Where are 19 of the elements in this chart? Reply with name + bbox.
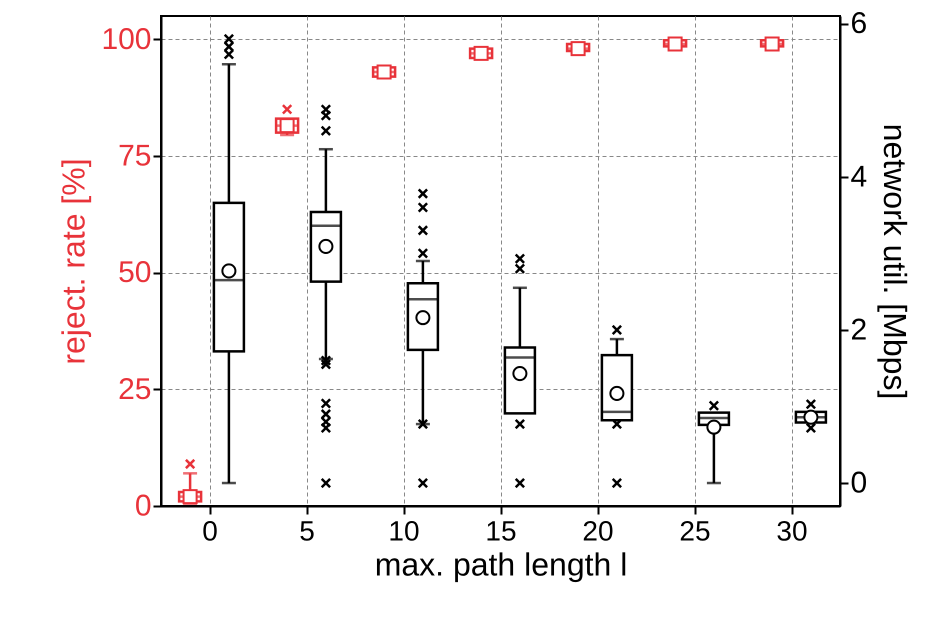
y-tick-label: 0 — [134, 490, 152, 522]
y2-tick-label: 0 — [850, 466, 868, 500]
y-tick-label: 75 — [118, 140, 152, 172]
x-tick-label: 15 — [485, 516, 517, 546]
x-tick-label: 5 — [299, 516, 315, 546]
y-tick-label: 100 — [101, 22, 152, 56]
x-tick-label: 20 — [582, 516, 614, 546]
x-tick-label: 10 — [388, 516, 420, 546]
x-tick-label: 25 — [679, 516, 711, 546]
y-axis-title: reject. rate [%] — [55, 158, 92, 365]
y2-tick-label: 6 — [850, 7, 868, 40]
y2-axis-title: network util. [Mbps] — [877, 124, 914, 400]
x-tick-label: 30 — [776, 516, 808, 546]
y2-tick-label: 2 — [850, 313, 868, 346]
y2-tick-label: 4 — [850, 160, 868, 194]
x-axis-title: max. path length l — [374, 546, 628, 582]
y-tick-label: 50 — [118, 256, 152, 290]
y-tick-label: 25 — [118, 372, 152, 406]
x-tick-label: 0 — [202, 516, 218, 546]
